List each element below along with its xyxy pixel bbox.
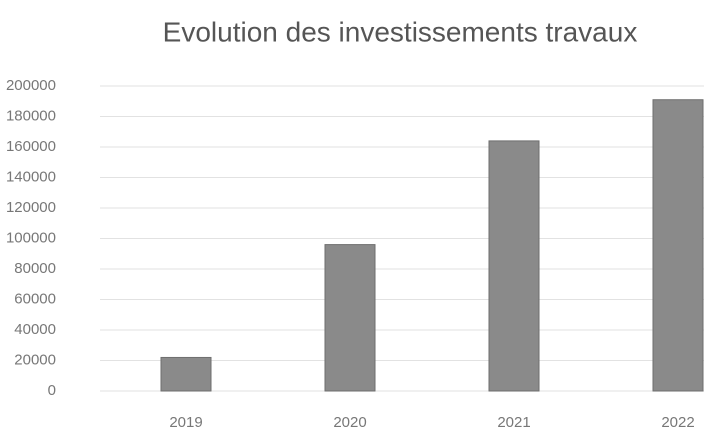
y-tick-label: 40000 — [14, 321, 56, 338]
bar — [160, 356, 212, 392]
y-tick-label: 60000 — [14, 290, 56, 307]
y-tick-label: 80000 — [14, 260, 56, 277]
bar — [324, 244, 376, 392]
y-tick-label: 0 — [48, 382, 56, 399]
x-tick-label: 2020 — [333, 414, 366, 431]
y-tick-label: 180000 — [6, 107, 56, 124]
x-tick-label: 2022 — [661, 414, 694, 431]
y-tick-label: 100000 — [6, 229, 56, 246]
y-tick-label: 140000 — [6, 168, 56, 185]
y-tick-label: 200000 — [6, 77, 56, 94]
chart-title: Evolution des investissements travaux — [163, 16, 638, 47]
y-tick-label: 20000 — [14, 351, 56, 368]
x-tick-label: 2019 — [169, 414, 202, 431]
y-tick-label: 120000 — [6, 199, 56, 216]
x-tick-label: 2021 — [497, 414, 530, 431]
bar — [488, 140, 540, 392]
bar — [652, 99, 704, 392]
y-tick-label: 160000 — [6, 138, 56, 155]
